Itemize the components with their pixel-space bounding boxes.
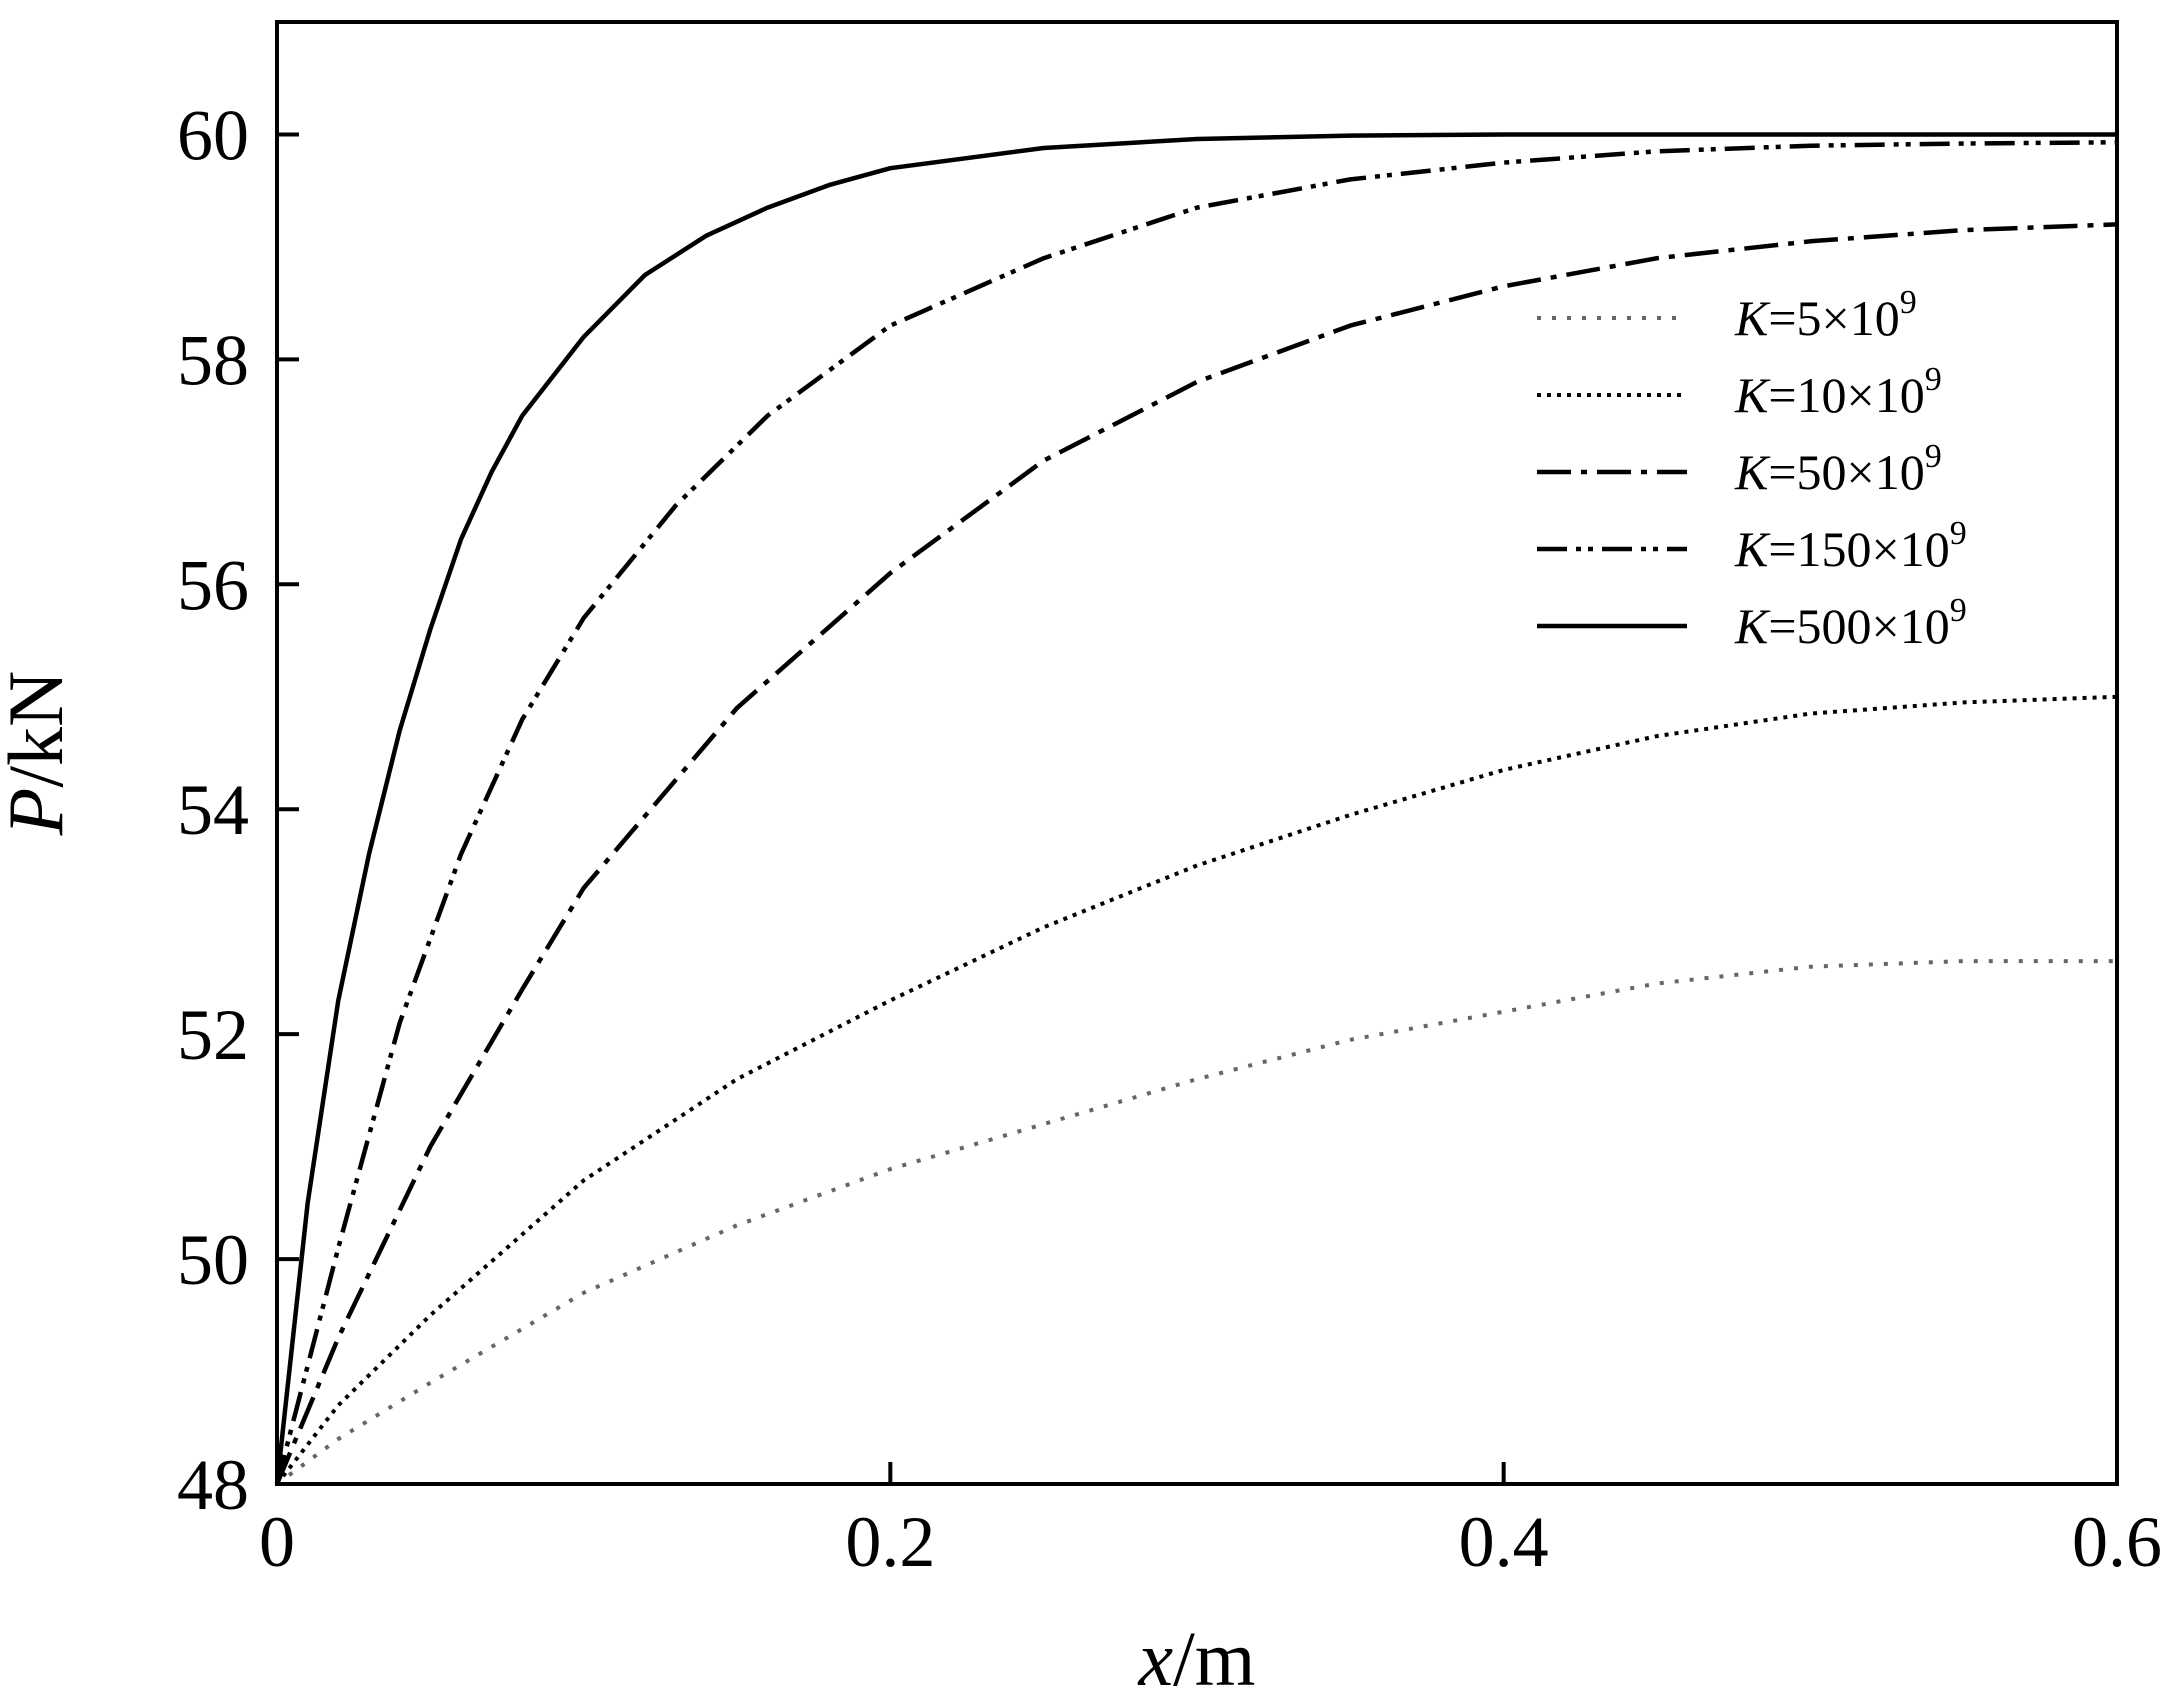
- legend-label-1: K=5×109: [1734, 284, 1917, 346]
- y-axis-label-unit: /kN: [0, 671, 79, 788]
- y-tick-label: 58: [177, 320, 249, 400]
- x-tick-label: 0.2: [845, 1502, 935, 1582]
- legend-label-exponent: 9: [1950, 515, 1967, 552]
- legend-label-var: K: [1734, 521, 1771, 577]
- legend-label-4: K=150×109: [1734, 515, 1967, 577]
- legend-label-5: K=500×109: [1734, 592, 1967, 654]
- y-tick-label: 50: [177, 1220, 249, 1300]
- series-layer: [274, 132, 2118, 1486]
- legend-label-text: =5×10: [1768, 290, 1899, 346]
- y-axis: 48 50 52 54 56 58 60: [177, 95, 299, 1525]
- legend-label-text: =10×10: [1768, 367, 1924, 423]
- legend-label-var: K: [1734, 367, 1771, 423]
- legend-label-text: =150×10: [1768, 521, 1949, 577]
- x-tick-label: 0: [259, 1502, 295, 1582]
- y-axis-label: P/kN: [0, 671, 79, 837]
- y-tick-label: 60: [177, 95, 249, 175]
- x-axis-label-var: x: [1138, 1615, 1174, 1695]
- y-tick-label: 48: [177, 1445, 249, 1525]
- legend-label-var: K: [1734, 598, 1771, 654]
- y-tick-label: 54: [177, 770, 249, 850]
- x-axis-label: x/m: [1138, 1615, 1256, 1695]
- legend-label-3: K=50×109: [1734, 438, 1942, 500]
- legend-label-text: =500×10: [1768, 598, 1949, 654]
- legend-label-2: K=10×109: [1734, 361, 1942, 423]
- legend-label-exponent: 9: [1950, 592, 1967, 629]
- series-line-5: [274, 132, 2117, 1485]
- x-tick-label: 0.4: [1459, 1502, 1549, 1582]
- x-axis-label-unit: /m: [1173, 1615, 1255, 1695]
- legend-label-var: K: [1734, 444, 1771, 500]
- series-line-1: [275, 959, 2117, 1486]
- series-line-4: [274, 140, 2118, 1485]
- legend: K=5×109K=10×109K=50×109K=150×109K=500×10…: [1537, 284, 1967, 654]
- plot-frame: [275, 20, 2119, 1486]
- y-axis-label-var: P: [0, 788, 79, 837]
- legend-label-exponent: 9: [1925, 361, 1942, 398]
- y-tick-label: 52: [177, 995, 249, 1075]
- legend-label-text: =50×10: [1768, 444, 1924, 500]
- y-tick-label: 56: [177, 545, 249, 625]
- legend-label-exponent: 9: [1900, 284, 1917, 321]
- series-line-2: [275, 694, 2118, 1486]
- series-line-3: [274, 222, 2118, 1485]
- legend-label-var: K: [1734, 290, 1771, 346]
- x-tick-label: 0.6: [2072, 1502, 2162, 1582]
- legend-label-exponent: 9: [1925, 438, 1942, 475]
- x-axis: 0 0.2 0.4 0.6: [259, 1462, 2162, 1582]
